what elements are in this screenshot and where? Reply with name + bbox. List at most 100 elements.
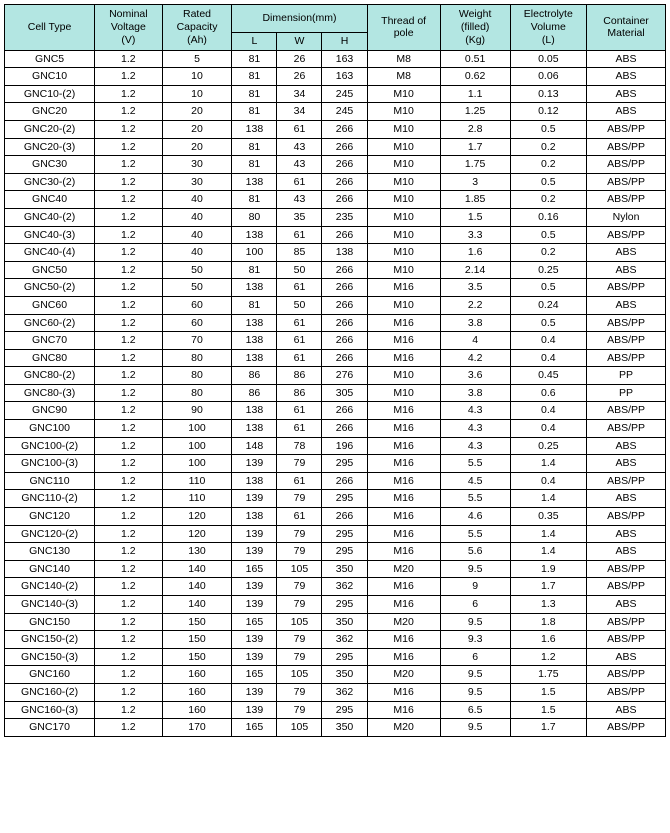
table-cell: 165 — [232, 666, 277, 684]
table-cell: 0.6 — [510, 384, 587, 402]
table-cell: ABS/PP — [587, 631, 666, 649]
table-cell: 1.7 — [510, 719, 587, 737]
table-cell: 139 — [232, 648, 277, 666]
table-cell: 85 — [277, 244, 322, 262]
table-cell: M16 — [367, 508, 440, 526]
table-cell: 81 — [232, 85, 277, 103]
table-cell: GNC40-(4) — [5, 244, 95, 262]
table-cell: 4.3 — [440, 437, 510, 455]
table-cell: 1.2 — [95, 103, 163, 121]
table-cell: 1.2 — [95, 244, 163, 262]
table-cell: 165 — [232, 560, 277, 578]
table-cell: ABS/PP — [587, 191, 666, 209]
table-cell: 1.2 — [95, 455, 163, 473]
table-row: GNC301.2308143266M101.750.2ABS/PP — [5, 156, 666, 174]
table-cell: M10 — [367, 156, 440, 174]
table-cell: ABS — [587, 596, 666, 614]
table-row: GNC1201.212013861266M164.60.35ABS/PP — [5, 508, 666, 526]
table-cell: 0.4 — [510, 472, 587, 490]
table-cell: 0.5 — [510, 314, 587, 332]
table-cell: 61 — [277, 349, 322, 367]
table-cell: 80 — [232, 208, 277, 226]
table-cell: 1.2 — [95, 173, 163, 191]
table-cell: 1.2 — [95, 50, 163, 68]
table-cell: 295 — [322, 701, 367, 719]
table-row: GNC20-(3)1.2208143266M101.70.2ABS/PP — [5, 138, 666, 156]
table-cell: 1.2 — [95, 349, 163, 367]
table-cell: GNC40-(3) — [5, 226, 95, 244]
table-cell: GNC40-(2) — [5, 208, 95, 226]
table-cell: 138 — [232, 420, 277, 438]
table-cell: M16 — [367, 648, 440, 666]
table-cell: M16 — [367, 349, 440, 367]
col-header-L: L — [232, 33, 277, 51]
table-cell: M16 — [367, 420, 440, 438]
table-cell: 266 — [322, 156, 367, 174]
table-row: GNC401.2408143266M101.850.2ABS/PP — [5, 191, 666, 209]
table-cell: ABS/PP — [587, 120, 666, 138]
table-cell: 138 — [232, 472, 277, 490]
table-cell: GNC100 — [5, 420, 95, 438]
table-cell: 266 — [322, 472, 367, 490]
table-cell: 79 — [277, 648, 322, 666]
table-cell: 79 — [277, 490, 322, 508]
table-cell: ABS — [587, 648, 666, 666]
table-cell: 0.25 — [510, 437, 587, 455]
table-cell: 130 — [162, 543, 232, 561]
table-cell: 26 — [277, 68, 322, 86]
table-cell: 1.2 — [95, 560, 163, 578]
col-header-thread: Thread ofpole — [367, 5, 440, 51]
table-cell: GNC160-(3) — [5, 701, 95, 719]
table-cell: 138 — [232, 314, 277, 332]
table-cell: ABS — [587, 525, 666, 543]
table-cell: 105 — [277, 613, 322, 631]
table-cell: 0.16 — [510, 208, 587, 226]
table-cell: GNC60-(2) — [5, 314, 95, 332]
col-header-electrolyte: ElectrolyteVolume(L) — [510, 5, 587, 51]
table-cell: 350 — [322, 719, 367, 737]
table-cell: 1.2 — [95, 613, 163, 631]
table-cell: ABS — [587, 68, 666, 86]
table-cell: 1.2 — [95, 208, 163, 226]
table-cell: ABS/PP — [587, 173, 666, 191]
table-cell: 1.9 — [510, 560, 587, 578]
table-cell: 0.5 — [510, 173, 587, 191]
table-cell: 350 — [322, 666, 367, 684]
table-cell: 0.51 — [440, 50, 510, 68]
table-cell: 138 — [232, 332, 277, 350]
table-cell: M16 — [367, 578, 440, 596]
table-cell: M10 — [367, 367, 440, 385]
table-cell: 9.5 — [440, 666, 510, 684]
table-cell: GNC120-(2) — [5, 525, 95, 543]
table-cell: M16 — [367, 472, 440, 490]
table-cell: M16 — [367, 314, 440, 332]
table-cell: 1.2 — [95, 332, 163, 350]
table-cell: 20 — [162, 103, 232, 121]
table-cell: GNC100-(2) — [5, 437, 95, 455]
table-cell: 160 — [162, 683, 232, 701]
table-cell: Nylon — [587, 208, 666, 226]
table-cell: 1.2 — [95, 437, 163, 455]
table-cell: ABS/PP — [587, 683, 666, 701]
table-cell: 1.4 — [510, 490, 587, 508]
table-cell: M10 — [367, 173, 440, 191]
table-cell: ABS — [587, 103, 666, 121]
table-cell: M16 — [367, 701, 440, 719]
table-cell: 0.35 — [510, 508, 587, 526]
table-row: GNC80-(2)1.2808686276M103.60.45PP — [5, 367, 666, 385]
table-cell: 61 — [277, 279, 322, 297]
table-cell: 9.5 — [440, 560, 510, 578]
table-cell: GNC170 — [5, 719, 95, 737]
table-cell: 0.12 — [510, 103, 587, 121]
table-cell: GNC130 — [5, 543, 95, 561]
table-cell: 30 — [162, 156, 232, 174]
table-cell: GNC80-(3) — [5, 384, 95, 402]
table-cell: M10 — [367, 103, 440, 121]
table-cell: ABS/PP — [587, 613, 666, 631]
table-cell: 1.2 — [95, 719, 163, 737]
table-cell: 34 — [277, 85, 322, 103]
table-row: GNC30-(2)1.23013861266M1030.5ABS/PP — [5, 173, 666, 191]
col-header-voltage: NominalVoltage(V) — [95, 5, 163, 51]
table-cell: ABS — [587, 261, 666, 279]
table-cell: M10 — [367, 208, 440, 226]
